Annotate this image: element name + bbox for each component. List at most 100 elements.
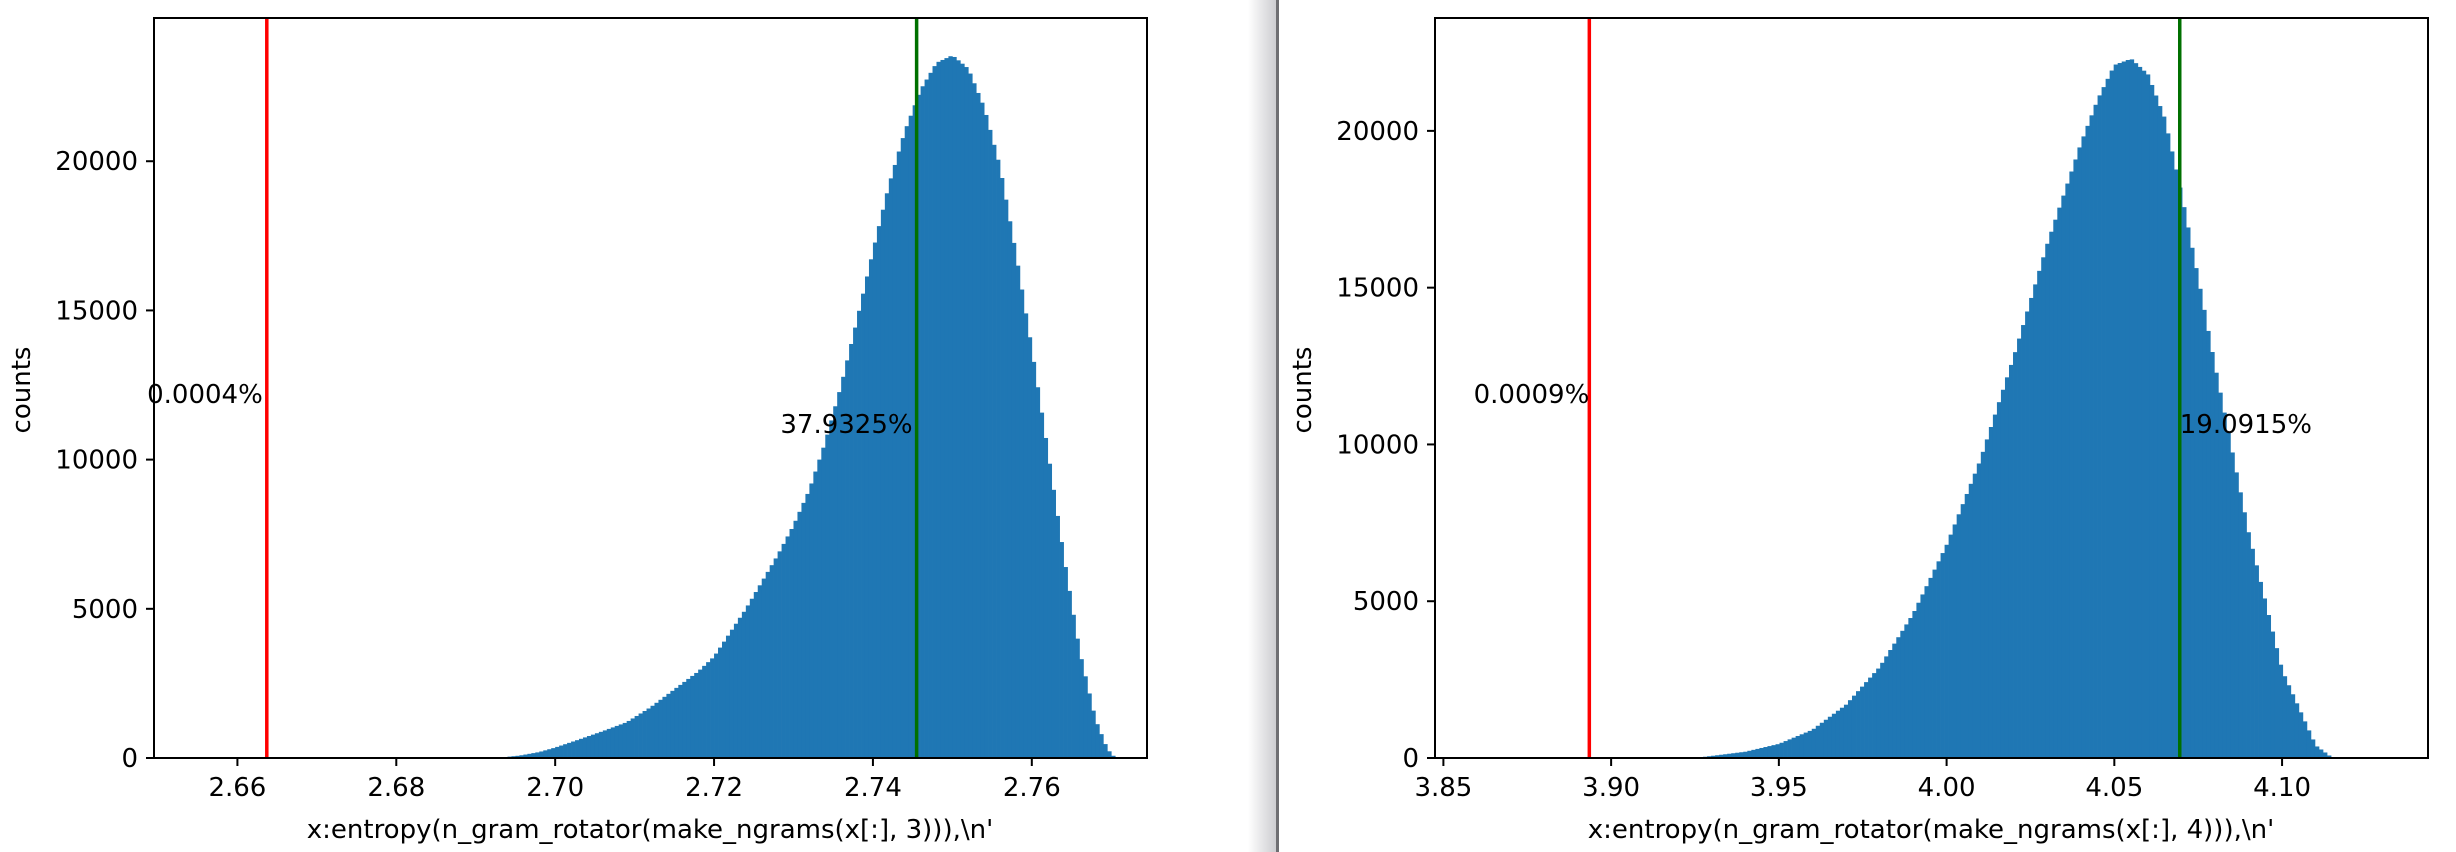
histogram-bar <box>817 459 822 758</box>
histogram-bar <box>813 471 818 758</box>
histogram-bar <box>988 129 993 758</box>
histogram-bar <box>650 705 655 758</box>
histogram-bar <box>1055 515 1060 758</box>
histogram-bar <box>785 536 790 758</box>
histogram-bar <box>809 483 814 758</box>
histogram-bar <box>706 662 711 758</box>
histogram-bar <box>1888 650 1893 758</box>
histogram-bar <box>1091 710 1096 758</box>
histogram-bar <box>900 138 906 759</box>
histogram-bar <box>1819 722 1825 758</box>
histogram-bar <box>2246 532 2251 758</box>
histogram-bar <box>1920 594 1925 758</box>
histogram-bar <box>884 193 890 759</box>
histogram-right: 3.85 3.90 3.95 4.00 4.05 4.10 0 5000 10000 15000… <box>1288 17 2429 845</box>
histogram-bar <box>2226 432 2231 758</box>
x-tick-label: 4.00 <box>1918 773 1976 803</box>
histogram-bar <box>1884 656 1889 758</box>
histogram-bar <box>1107 751 1112 758</box>
histogram-bar <box>888 178 894 758</box>
histogram-bar <box>2294 703 2300 758</box>
histogram-bar <box>2242 512 2247 758</box>
histogram-bar <box>2278 664 2284 758</box>
histogram-bar <box>1956 514 1962 758</box>
histogram-bar <box>976 92 981 759</box>
histogram-bar <box>590 734 596 758</box>
histogram-bar <box>872 242 878 759</box>
window-divider <box>1276 0 1279 852</box>
histogram-bar <box>2057 207 2062 758</box>
histogram-bar <box>594 733 600 758</box>
histogram-bar <box>936 61 941 758</box>
histogram-bar <box>1908 618 1913 758</box>
histogram-bar <box>682 681 687 758</box>
histogram-bar <box>2141 70 2147 759</box>
x-tick-label: 2.74 <box>844 773 902 803</box>
y-tick-label: 15000 <box>55 296 138 326</box>
histogram-bar <box>2045 243 2050 758</box>
histogram-bar <box>555 746 560 758</box>
histogram-bar <box>2145 74 2151 758</box>
histogram-bar <box>1071 614 1076 758</box>
histogram-bar <box>2230 452 2235 758</box>
histogram-bar <box>2137 66 2143 759</box>
histogram-bar <box>761 578 767 758</box>
histogram-bar <box>1960 504 1966 758</box>
histogram-bar <box>1831 713 1837 758</box>
histogram-bar <box>638 713 643 758</box>
histogram-bar <box>2117 63 2123 758</box>
histogram-bar <box>1739 752 1744 758</box>
x-tick-label: 2.66 <box>208 773 266 803</box>
histogram-bar <box>797 511 802 758</box>
histogram-bar <box>646 708 651 758</box>
histogram-bar <box>2129 59 2135 758</box>
histogram-bar <box>1755 748 1760 758</box>
histogram-bar <box>2298 712 2304 758</box>
histogram-bar <box>1067 590 1072 758</box>
histogram-bar <box>996 159 1001 759</box>
histogram-bar <box>2238 492 2243 758</box>
histogram-bar <box>2327 755 2332 758</box>
histogram-bar <box>1015 265 1021 758</box>
histogram-bar <box>2282 676 2288 758</box>
histogram-bar <box>1743 751 1748 758</box>
histogram-bar <box>2049 231 2054 759</box>
histogram-left-vlines <box>265 18 919 758</box>
histogram-bar <box>654 702 659 758</box>
histogram-right-x-axis: 3.85 3.90 3.95 4.00 4.05 4.10 <box>1414 758 2311 803</box>
histogram-bar <box>1791 737 1796 758</box>
histogram-bar <box>1063 567 1068 758</box>
histogram-bar <box>833 406 838 758</box>
histogram-bar <box>733 623 739 758</box>
histogram-bar <box>2073 159 2078 759</box>
histogram-bar <box>1952 524 1958 758</box>
histogram-left-y-axis: 0 5000 10000 15000 20000 <box>55 147 154 774</box>
histogram-bar <box>1099 734 1104 758</box>
histogram-bar <box>829 420 834 758</box>
histogram-bar <box>793 520 798 758</box>
y-tick-label: 20000 <box>1336 117 1419 147</box>
histogram-bar <box>2274 648 2280 758</box>
x-axis-label: x:entropy(n_gram_rotator(make_ngrams(x[:… <box>307 815 994 845</box>
histogram-bar <box>837 392 842 758</box>
histogram-bar <box>1896 637 1901 758</box>
histogram-bar <box>825 434 830 758</box>
histogram-bar <box>1976 463 1982 758</box>
histogram-bar <box>2133 63 2139 758</box>
histogram-bar <box>571 741 576 758</box>
histogram-bar <box>559 745 564 758</box>
histogram-bar <box>984 114 989 759</box>
histogram-bar <box>2258 581 2263 758</box>
histogram-bar <box>686 678 691 758</box>
histogram-bar <box>2021 325 2026 758</box>
histogram-bar <box>2170 151 2175 758</box>
histogram-bar <box>598 731 604 758</box>
histogram-right-y-axis: 0 5000 10000 15000 20000 <box>1336 117 1435 774</box>
histogram-bar <box>674 687 679 758</box>
histogram-bar <box>602 730 608 758</box>
histogram-bar <box>1872 673 1877 758</box>
histogram-bar <box>1807 730 1813 758</box>
histogram-bar <box>2270 631 2276 758</box>
histogram-bar <box>710 658 715 758</box>
y-tick-label: 0 <box>1402 744 1419 774</box>
